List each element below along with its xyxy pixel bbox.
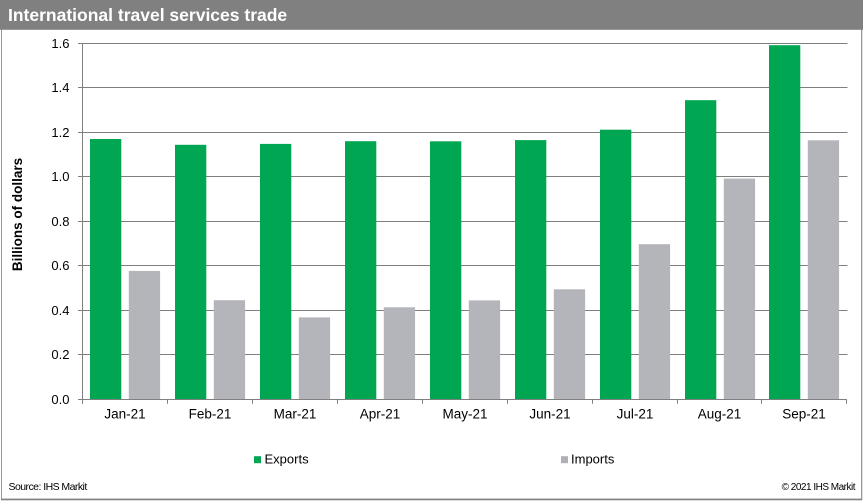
svg-text:1.2: 1.2 <box>51 125 69 140</box>
svg-text:Jul-21: Jul-21 <box>617 407 654 422</box>
svg-text:1.4: 1.4 <box>51 80 69 95</box>
svg-text:Apr-21: Apr-21 <box>360 407 401 422</box>
svg-text:0.8: 0.8 <box>51 214 69 229</box>
svg-text:0.0: 0.0 <box>51 392 69 407</box>
svg-text:0.6: 0.6 <box>51 258 69 273</box>
svg-text:1.6: 1.6 <box>51 36 69 51</box>
svg-text:Jun-21: Jun-21 <box>529 407 570 422</box>
svg-text:May-21: May-21 <box>442 407 487 422</box>
svg-text:Exports: Exports <box>265 452 310 467</box>
svg-text:© 2021 IHS Markit: © 2021 IHS Markit <box>782 482 856 493</box>
svg-text:1.0: 1.0 <box>51 169 69 184</box>
svg-text:0.2: 0.2 <box>51 347 69 362</box>
svg-text:Aug-21: Aug-21 <box>698 407 742 422</box>
svg-text:Feb-21: Feb-21 <box>189 407 232 422</box>
svg-text:Mar-21: Mar-21 <box>274 407 317 422</box>
svg-text:0.4: 0.4 <box>51 303 69 318</box>
svg-text:Imports: Imports <box>571 452 615 467</box>
svg-text:Sep-21: Sep-21 <box>782 407 826 422</box>
svg-text:Billions of dollars: Billions of dollars <box>10 158 25 271</box>
svg-text:International travel services: International travel services trade <box>8 5 287 25</box>
svg-text:Jan-21: Jan-21 <box>104 407 145 422</box>
svg-text:Source: IHS Markit: Source: IHS Markit <box>9 481 88 493</box>
